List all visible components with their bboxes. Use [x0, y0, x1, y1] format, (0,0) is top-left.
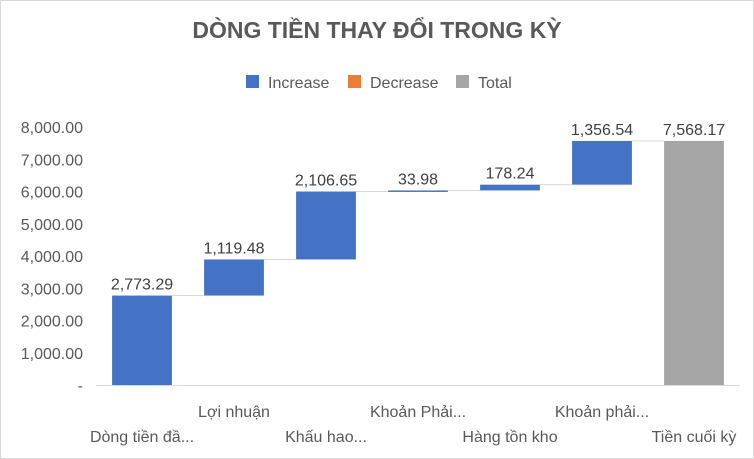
legend-label-increase: Increase: [268, 75, 329, 92]
x-category-label: Dòng tiền đầ...: [90, 429, 194, 446]
y-tick-label: -: [78, 378, 83, 395]
bar-3: [296, 191, 356, 260]
bar-2: [204, 259, 264, 296]
y-axis: - 1,000.00 2,000.00 3,000.00 4,000.00 5,000.0…: [21, 120, 740, 395]
legend-marker-increase: [246, 75, 259, 88]
bar-6: [572, 140, 632, 185]
bar-4: [388, 190, 448, 192]
y-tick-label: 1,000.00: [21, 346, 83, 363]
x-category-label: Tiền cuối kỳ: [652, 429, 737, 446]
data-labels: 2,773.29 1,119.48 2,106.65 33.98 178.24 1,356…: [111, 122, 725, 294]
data-label-2: 1,119.48: [203, 240, 264, 257]
connector-lines: [171, 140, 665, 297]
bars: [112, 140, 724, 385]
data-label-1: 2,773.29: [111, 277, 173, 294]
legend-label-decrease: Decrease: [370, 75, 439, 92]
y-tick-label: 4,000.00: [21, 249, 83, 266]
data-label-6: 1,356.54: [571, 122, 633, 139]
y-tick-label: 2,000.00: [21, 314, 83, 331]
bar-5: [480, 184, 540, 191]
legend-marker-decrease: [348, 75, 361, 88]
x-category-label: Lợi nhuận: [198, 404, 270, 421]
x-category-label: Khấu hao...: [285, 429, 367, 446]
bar-1: [112, 295, 172, 385]
x-category-label: Khoản Phải...: [370, 404, 466, 421]
bar-7: [664, 140, 724, 385]
y-tick-label: 8,000.00: [21, 120, 83, 137]
y-tick-label: 6,000.00: [21, 185, 83, 202]
data-label-3: 2,106.65: [295, 173, 357, 190]
data-label-7: 7,568.17: [663, 122, 725, 139]
y-tick-label: 5,000.00: [21, 217, 83, 234]
chart-legend: Increase Decrease Total: [246, 75, 512, 92]
x-category-label: Khoản phải...: [555, 404, 649, 421]
chart-title: DÒNG TIỀN THAY ĐỔI TRONG KỲ: [192, 16, 561, 43]
y-tick-label: 7,000.00: [21, 152, 83, 169]
data-label-5: 178.24: [486, 166, 535, 183]
data-label-4: 33.98: [398, 171, 438, 188]
y-tick-label: 3,000.00: [21, 281, 83, 298]
x-category-label: Hàng tồn kho: [462, 429, 557, 446]
legend-label-total: Total: [478, 75, 512, 92]
legend-marker-total: [456, 75, 469, 88]
